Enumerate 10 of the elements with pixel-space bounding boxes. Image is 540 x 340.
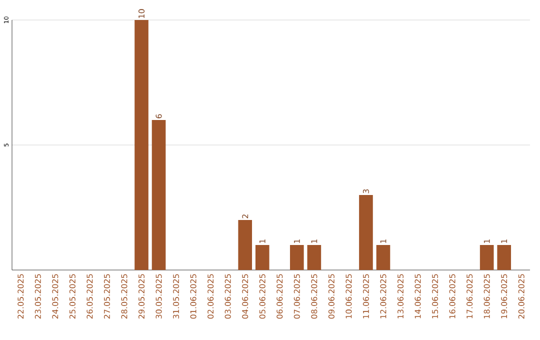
bar (134, 20, 148, 270)
bar (497, 245, 512, 270)
bar (255, 245, 270, 270)
bar (152, 120, 166, 270)
bar (290, 245, 304, 270)
bar (359, 195, 373, 270)
bar (376, 245, 390, 270)
bar (480, 245, 494, 270)
bar (307, 245, 322, 270)
bar (238, 220, 252, 270)
